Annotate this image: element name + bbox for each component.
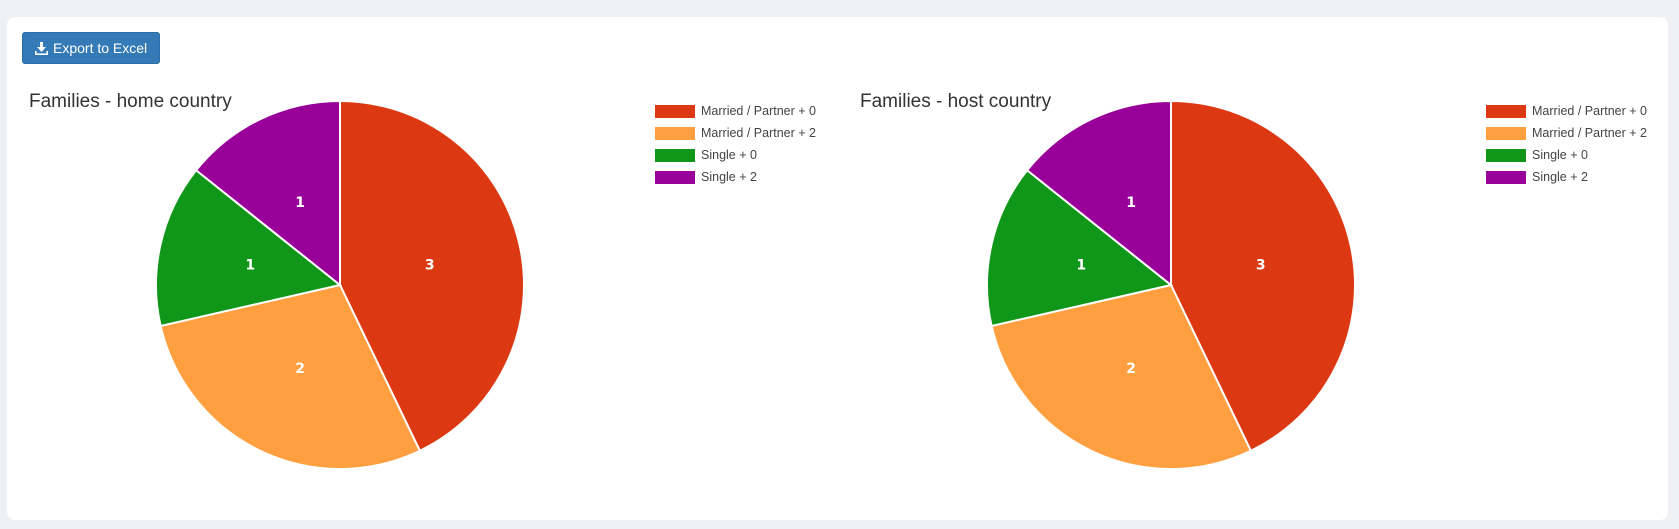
pie-slice-married-partner-0[interactable] [339, 99, 525, 453]
legend-swatch [1486, 170, 1526, 184]
slice-data-label: 2 [295, 361, 305, 377]
download-icon [35, 41, 48, 55]
legend-label: Single + 0 [701, 148, 757, 162]
legend-swatch [655, 126, 695, 140]
chart-legend: Married / Partner + 0 Married / Partner +… [655, 100, 816, 188]
chart-legend: Married / Partner + 0 Married / Partner +… [1486, 100, 1647, 188]
chart-title: Families - home country [29, 91, 232, 112]
pie-slice-married-partner-2[interactable] [159, 283, 422, 470]
slice-data-label: 1 [1076, 258, 1086, 274]
legend-label: Single + 2 [1532, 170, 1588, 184]
pie-slice-married-partner-2[interactable] [990, 283, 1253, 470]
legend-label: Married / Partner + 2 [1532, 126, 1647, 140]
legend-item-single-2[interactable]: Single + 2 [655, 166, 816, 188]
legend-label: Single + 2 [701, 170, 757, 184]
export-to-excel-button[interactable]: Export to Excel [22, 32, 161, 64]
slice-data-label: 1 [1126, 195, 1136, 211]
pie-slice-married-partner-0[interactable] [1170, 99, 1356, 453]
legend-item-single-0[interactable]: Single + 0 [1486, 144, 1647, 166]
slice-data-label: 3 [1256, 258, 1266, 274]
pie-chart-svg: 3 2 1 1 [986, 99, 1356, 470]
legend-item-married-partner-0[interactable]: Married / Partner + 0 [655, 100, 816, 122]
legend-item-single-0[interactable]: Single + 0 [655, 144, 816, 166]
pie-slice-single-0[interactable] [155, 168, 343, 328]
pie-slice-single-2[interactable] [194, 99, 341, 288]
slice-data-label: 1 [295, 195, 305, 211]
legend-item-married-partner-2[interactable]: Married / Partner + 2 [655, 122, 816, 144]
legend-label: Married / Partner + 0 [1532, 104, 1647, 118]
legend-item-single-2[interactable]: Single + 2 [1486, 166, 1647, 188]
chart-title: Families - host country [860, 91, 1052, 112]
chart-home-country: Families - home country 3 2 1 1 Married / P… [14, 74, 844, 514]
chart-host-country: Families - host country 3 2 1 1 Married / P… [845, 74, 1675, 514]
legend-swatch [1486, 104, 1526, 118]
legend-swatch [1486, 126, 1526, 140]
legend-label: Single + 0 [1532, 148, 1588, 162]
pie-slice-single-0[interactable] [986, 168, 1174, 328]
export-button-label: Export to Excel [53, 40, 148, 56]
slice-data-label: 1 [245, 258, 255, 274]
slice-data-label: 2 [1126, 361, 1136, 377]
legend-swatch [655, 170, 695, 184]
legend-item-married-partner-0[interactable]: Married / Partner + 0 [1486, 100, 1647, 122]
legend-swatch [655, 148, 695, 162]
report-card: Export to Excel Families - home country … [7, 17, 1668, 520]
legend-item-married-partner-2[interactable]: Married / Partner + 2 [1486, 122, 1647, 144]
legend-swatch [655, 104, 695, 118]
legend-swatch [1486, 148, 1526, 162]
slice-data-label: 3 [425, 258, 435, 274]
legend-label: Married / Partner + 0 [701, 104, 816, 118]
pie-slice-single-2[interactable] [1025, 99, 1172, 288]
legend-label: Married / Partner + 2 [701, 126, 816, 140]
pie-chart-svg: 3 2 1 1 [155, 99, 525, 470]
